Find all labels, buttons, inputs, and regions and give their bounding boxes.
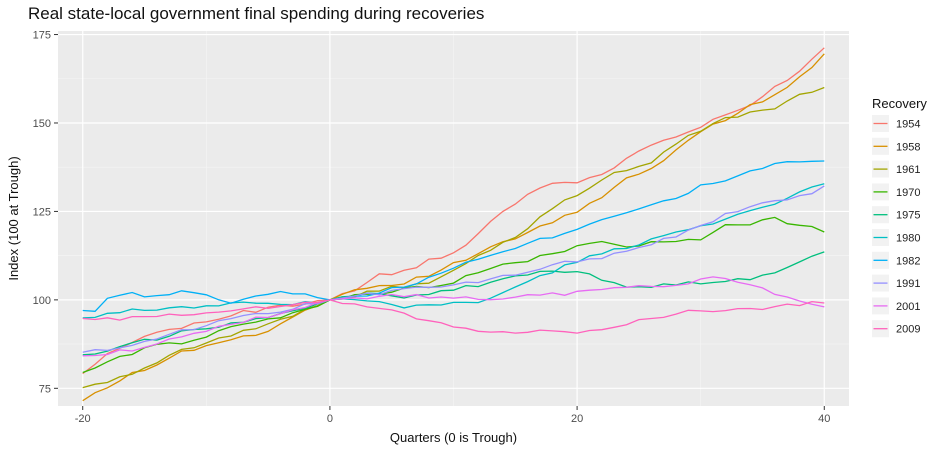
legend-title: Recovery [872,96,927,111]
series-line-1982 [82,160,825,312]
legend-label-2001: 2001 [896,301,920,313]
y-tick-label: 125 [33,206,51,218]
series-line-1991 [82,185,825,353]
chart-title: Real state-local government final spendi… [28,4,485,23]
y-tick-label: 75 [39,383,51,395]
legend-label-1958: 1958 [896,141,920,153]
legend: Recovery 1954 1958 1961 1970 1975 1980 1982 199… [872,96,927,338]
legend-label-2009: 2009 [896,324,920,336]
series-line-1975 [82,251,825,356]
legend-label-1970: 1970 [896,187,920,199]
y-tick-label: 150 [33,118,51,130]
series-line-2001 [82,276,825,357]
y-tick-label: 100 [33,295,51,307]
y-tick-label: 175 [33,30,51,42]
series-lines [82,47,825,402]
x-tick-label: 0 [327,413,333,425]
y-axis-ticks: 75 100 125 150 175 [33,30,58,395]
x-axis-title: Quarters (0 is Trough) [390,430,517,445]
legend-label-1954: 1954 [896,119,920,131]
series-line-2009 [82,299,825,334]
x-tick-label: 20 [571,413,583,425]
series-line-1970 [82,216,825,374]
x-tick-label: 40 [818,413,830,425]
y-axis-title: Index (100 at Trough) [6,156,21,280]
legend-label-1982: 1982 [896,255,920,267]
series-line-1954 [82,47,825,375]
major-gridlines [58,31,849,406]
legend-label-1991: 1991 [896,278,920,290]
series-line-1961 [82,86,825,389]
legend-label-1961: 1961 [896,164,920,176]
legend-label-1975: 1975 [896,210,920,222]
x-axis-ticks: -20 0 20 40 [75,406,830,425]
x-tick-label: -20 [75,413,91,425]
legend-label-1980: 1980 [896,233,920,245]
